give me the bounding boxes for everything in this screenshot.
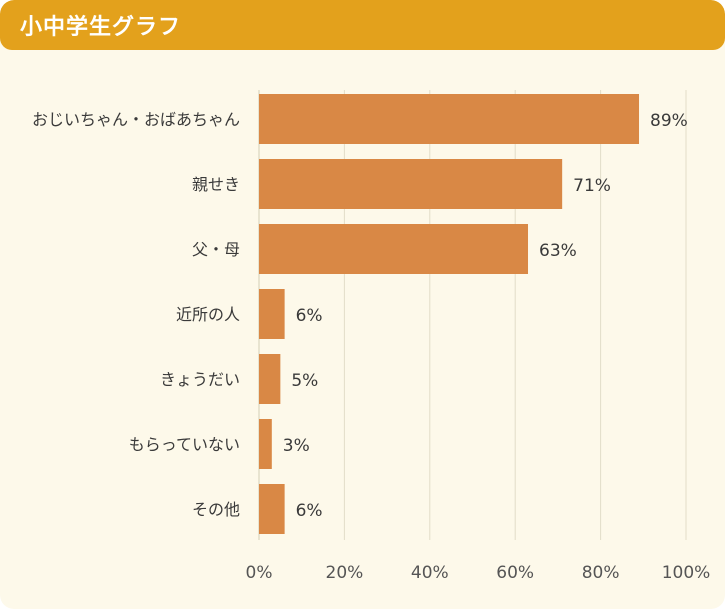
category-label: きょうだい [160, 370, 240, 389]
category-label: その他 [192, 500, 240, 519]
category-label: 父・母 [192, 240, 240, 259]
data-label: 71% [573, 176, 611, 196]
bar [259, 94, 640, 144]
x-tick-label: 80% [582, 563, 620, 583]
data-label: 6% [296, 306, 323, 326]
chart-title: 小中学生グラフ [20, 15, 182, 40]
data-label: 89% [650, 111, 688, 131]
data-label: 3% [283, 436, 310, 456]
bar [259, 484, 285, 534]
bar [259, 224, 529, 274]
category-label: おじいちゃん・おばあちゃん [32, 110, 240, 129]
x-tick-label: 60% [496, 563, 534, 583]
category-label: 近所の人 [176, 305, 240, 324]
x-tick-label: 0% [246, 563, 273, 583]
data-label: 5% [291, 371, 318, 391]
bar [259, 354, 281, 404]
x-tick-label: 40% [411, 563, 449, 583]
data-label: 6% [296, 501, 323, 521]
category-label: 親せき [192, 175, 240, 194]
bar [259, 419, 272, 469]
x-tick-label: 100% [662, 563, 711, 583]
chart-header: 小中学生グラフ [0, 0, 725, 50]
bar [259, 289, 285, 339]
data-label: 63% [539, 241, 577, 261]
x-tick-label: 20% [326, 563, 364, 583]
category-label: もらっていない [129, 435, 240, 454]
bar [259, 159, 563, 209]
